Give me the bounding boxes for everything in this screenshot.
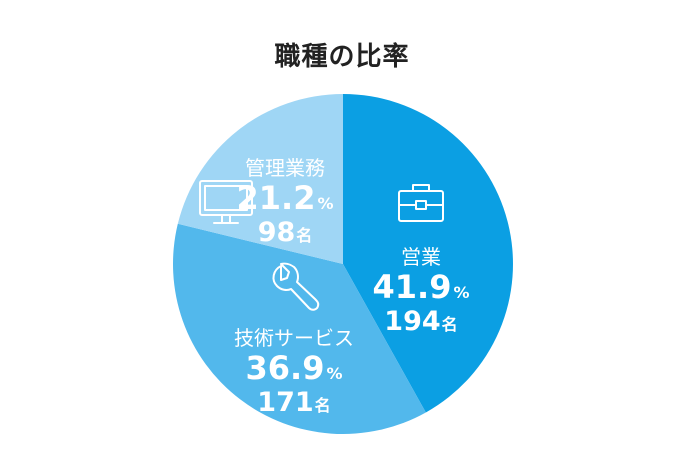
pie-slice-1 bbox=[173, 223, 426, 434]
pie-slice-0 bbox=[343, 94, 513, 413]
slice-label-2: 管理業務 bbox=[245, 156, 325, 180]
chart-title: 職種の比率 bbox=[274, 42, 410, 72]
slice-count-0: 194名 bbox=[384, 306, 457, 337]
monitor-icon bbox=[199, 180, 253, 224]
slice-label-1: 技術サービス bbox=[234, 326, 354, 350]
pie-slice-2 bbox=[177, 94, 343, 264]
slice-count-2: 98名 bbox=[258, 217, 313, 248]
slice-percent-0: 41.9% bbox=[373, 268, 470, 306]
slice-percent-1: 36.9% bbox=[246, 349, 343, 387]
slice-percent-2: 21.2% bbox=[237, 179, 334, 217]
slice-label-0: 営業 bbox=[401, 245, 441, 269]
slice-count-1: 171名 bbox=[257, 387, 330, 418]
wrench-icon bbox=[272, 262, 320, 311]
briefcase-icon bbox=[398, 184, 444, 222]
